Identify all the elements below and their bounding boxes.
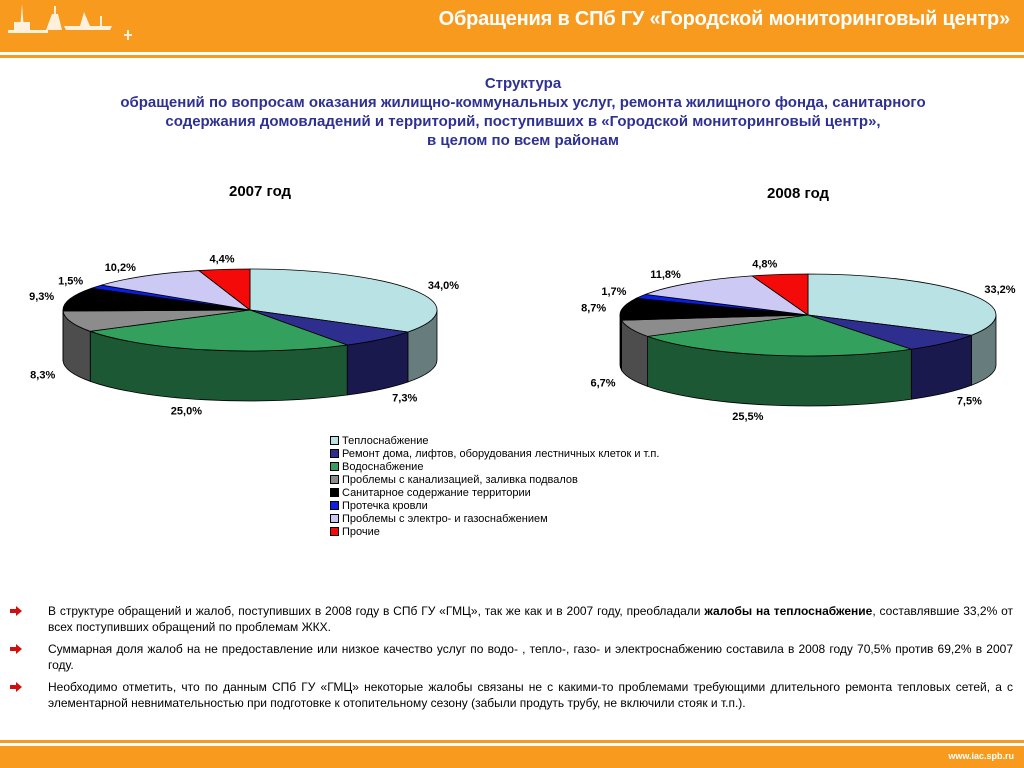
data-label-0-6: 10,2% (105, 262, 136, 274)
legend-swatch (330, 475, 339, 484)
footer-url: www.iac.spb.ru (948, 751, 1014, 761)
heading-line-4: в целом по всем районам (427, 132, 619, 149)
data-label-1-3: 6,7% (590, 377, 615, 389)
data-label-1-7: 4,8% (752, 258, 777, 270)
note-item: Суммарная доля жалоб на не предоставлени… (10, 641, 1013, 673)
data-label-0-7: 4,4% (209, 253, 234, 265)
pie-slice-1-4 (619, 297, 809, 321)
bullet-arrow-icon (10, 644, 22, 654)
legend-item: Проблемы с канализацией, заливка подвало… (330, 473, 659, 486)
legend-label: Прочие (342, 525, 380, 538)
notes-list: В структуре обращений и жалоб, поступивш… (10, 603, 1013, 717)
legend-item: Ремонт дома, лифтов, оборудования лестни… (330, 447, 659, 460)
header-bar: Обращения в СПб ГУ «Городской мониторинг… (0, 0, 1024, 52)
footer-divider (0, 740, 1024, 743)
footer-bar: www.iac.spb.ru (0, 746, 1024, 768)
pie-slice-0-3 (62, 309, 251, 332)
pie-chart-2007: 34,0% 7,3% 25,0% 8,3% 9,3% 1,5% 10,2% 4,4% (29, 253, 459, 418)
bullet-arrow-icon (10, 606, 22, 616)
data-label-1-2: 25,5% (732, 411, 763, 423)
city-skyline-logo-icon (8, 4, 132, 40)
pie-slice-0-6 (101, 270, 251, 311)
legend-swatch (330, 514, 339, 523)
legend-label: Протечка кровли (342, 499, 428, 512)
legend-swatch (330, 501, 339, 510)
legend-label: Санитарное содержание территории (342, 486, 531, 499)
pie-side-1-4 (619, 314, 622, 372)
pie-slice-1-2 (647, 314, 912, 357)
data-label-1-1: 7,5% (957, 396, 982, 408)
data-label-1-0: 33,2% (984, 284, 1015, 296)
legend-swatch (330, 527, 339, 536)
data-label-0-3: 8,3% (30, 370, 55, 382)
pie-slice-0-7 (197, 268, 251, 311)
legend-item: Санитарное содержание территории (330, 486, 659, 499)
legend-swatch (330, 462, 339, 471)
legend-swatch (330, 449, 339, 458)
data-label-1-6: 11,8% (650, 269, 681, 281)
header-divider (0, 55, 1024, 58)
pie-slice-1-6 (645, 275, 809, 316)
note-text: Необходимо отметить, что по данным СПб Г… (48, 680, 1013, 710)
legend-item: Водоснабжение (330, 460, 659, 473)
note-text: , составлявшие 33,2% от всех поступивших… (48, 604, 1013, 634)
note-text: Суммарная доля жалоб на не предоставлени… (48, 642, 1013, 672)
chart-2007-title: 2007 год (229, 183, 292, 200)
data-label-1-4: 8,7% (581, 302, 606, 314)
pie-slice-1-7 (750, 273, 809, 316)
pie-slice-1-0 (807, 273, 997, 336)
data-label-0-0: 34,0% (428, 280, 459, 292)
legend-swatch (330, 436, 339, 445)
legend-item: Проблемы с электро- и газоснабжением (330, 512, 659, 525)
heading-line-2: обращений по вопросам оказания жилищно-к… (120, 94, 926, 111)
heading-line-1: Структура (484, 75, 562, 92)
legend-label: Водоснабжение (342, 460, 424, 473)
legend-item: Прочие (330, 525, 659, 538)
legend-label: Проблемы с электро- и газоснабжением (342, 512, 548, 525)
legend-label: Теплоснабжение (342, 434, 429, 447)
note-text: В структуре обращений и жалоб, поступивш… (48, 604, 705, 618)
pie-chart-2008: 33,2% 7,5% 25,5% 6,7% 8,7% 1,7% 11,8% 4,8% (581, 258, 1016, 423)
pie-slice-0-4 (62, 287, 251, 312)
data-label-0-1: 7,3% (392, 392, 417, 404)
note-item: Необходимо отметить, что по данным СПб Г… (10, 679, 1013, 711)
bullet-arrow-icon (10, 682, 22, 692)
heading-line-3: содержания домовладений и территорий, по… (165, 113, 881, 130)
legend-item: Теплоснабжение (330, 434, 659, 447)
legend-label: Проблемы с канализацией, заливка подвало… (342, 473, 578, 486)
note-item: В структуре обращений и жалоб, поступивш… (10, 603, 1013, 635)
slide-heading: Структура обращений по вопросам оказания… (40, 74, 1006, 150)
note-emphasis: жалобы на теплоснабжение (704, 604, 873, 618)
data-label-0-2: 25,0% (171, 406, 202, 418)
legend-swatch (330, 488, 339, 497)
data-label-0-4: 9,3% (29, 291, 54, 303)
data-label-0-5: 1,5% (58, 275, 83, 287)
legend-label: Ремонт дома, лифтов, оборудования лестни… (342, 447, 660, 460)
pie-slice-0-2 (90, 309, 348, 352)
chart-2008-title: 2008 год (767, 185, 830, 202)
chart-legend: Теплоснабжение Ремонт дома, лифтов, обору… (330, 434, 659, 538)
legend-item: Протечка кровли (330, 499, 659, 512)
data-label-1-5: 1,7% (601, 286, 626, 298)
header-title: Обращения в СПб ГУ «Городской мониторинг… (438, 8, 1011, 30)
